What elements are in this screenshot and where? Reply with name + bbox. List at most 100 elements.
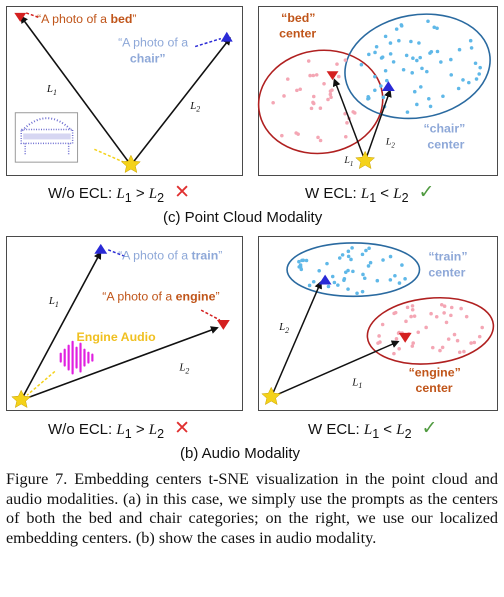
chair-cluster-point: [461, 78, 465, 82]
chair-cluster-point: [388, 41, 393, 45]
chair-cluster-point: [426, 19, 430, 24]
train-cluster-point: [368, 260, 373, 265]
engine-audio-label: Engine Audio: [77, 330, 157, 344]
train-cluster-point: [304, 258, 309, 263]
chair-center-label-line2: center: [427, 137, 464, 151]
caption-rhs-sub: 2: [157, 191, 165, 205]
train-cluster-point: [317, 269, 321, 273]
chair-cluster-point: [420, 66, 424, 71]
chair-cluster-point: [374, 44, 379, 49]
train-cluster-point: [342, 278, 346, 283]
train-cluster-point: [388, 278, 393, 282]
caption-op: >: [131, 185, 149, 202]
bed-cluster-point: [345, 121, 349, 125]
l1-label: L1: [46, 83, 57, 97]
chair-cluster-point: [410, 71, 414, 75]
arrow-l1: [332, 78, 366, 162]
engine-cluster-point: [440, 345, 445, 350]
arrow-l2: [20, 326, 219, 401]
train-cluster-point: [337, 256, 342, 260]
chair-cluster-point: [397, 38, 401, 43]
arrow-l2: [364, 89, 392, 162]
train-cluster-point: [388, 254, 393, 259]
train-cluster-point: [381, 258, 385, 262]
star-marker: [120, 154, 141, 174]
train-cluster-point: [360, 252, 365, 257]
red-triangle-marker: [14, 12, 27, 22]
chair-cluster-point: [405, 110, 410, 114]
caption-pointcloud-with-ecl: W ECL: L1 < L2 ✓: [305, 181, 434, 205]
engine-cluster-point: [380, 322, 385, 327]
chair-cluster-point: [404, 53, 409, 58]
engine-cluster-point: [472, 340, 477, 345]
train-center-label-line1: “train”: [428, 250, 467, 264]
chair-cluster-point: [359, 62, 364, 67]
caption-pointcloud-without-ecl: W/o ECL: L1 > L2 ✕: [48, 181, 190, 205]
star-marker: [11, 389, 32, 409]
bed-cluster-point: [336, 74, 341, 79]
arrow-l1: [20, 251, 102, 401]
train-cluster-point: [393, 273, 397, 278]
l2-label: L2: [385, 136, 396, 149]
chair-cluster-point: [439, 60, 443, 64]
train-cluster-point: [297, 259, 301, 264]
chair-cluster-point: [467, 80, 471, 85]
train-cluster-point: [297, 265, 301, 269]
chair-cluster-point: [415, 58, 419, 63]
chair-cluster-point: [401, 67, 406, 72]
engine-cluster-point: [452, 332, 457, 337]
train-cluster-point: [311, 280, 316, 284]
blue-triangle-marker: [220, 31, 233, 42]
chair-cluster-point: [373, 50, 377, 55]
train-cluster-point: [350, 246, 354, 250]
panel-audio-without-ecl: “A photo of a train” “A photo of a engin…: [6, 236, 243, 411]
caption-lhs: L: [116, 422, 125, 438]
bed-cluster-point: [282, 94, 286, 98]
chair-cluster-point: [474, 77, 479, 81]
caption-prefix: W ECL:: [308, 421, 364, 438]
chair-cluster-point: [373, 88, 377, 93]
figure-caption: Figure 7. Embedding centers t-SNE visual…: [6, 470, 498, 547]
chair-pointcloud-thumbnail: [14, 112, 79, 163]
caption-lhs: L: [116, 186, 125, 202]
l1-label: L1: [48, 295, 59, 309]
caption-prefix: W ECL:: [305, 185, 361, 202]
bed-cluster-point: [328, 92, 333, 97]
caption-op: <: [376, 185, 394, 202]
bed-cluster-point: [314, 73, 319, 77]
chair-cluster-point: [457, 47, 462, 52]
chair-center-label-line1: “chair”: [423, 122, 465, 136]
chair-cluster-point: [366, 95, 370, 99]
train-cluster-point: [343, 270, 348, 275]
engine-cluster-point: [469, 341, 473, 345]
engine-cluster-point: [438, 348, 442, 353]
diagram-audio-without-ecl: “A photo of a train” “A photo of a engin…: [11, 243, 230, 409]
bed-cluster-point: [308, 73, 312, 78]
train-center-label-line2: center: [428, 266, 465, 280]
star-marker: [355, 150, 376, 170]
check-icon: ✓: [421, 418, 438, 439]
bed-cluster-point: [318, 138, 323, 143]
diagram-audio-with-ecl: “train” center “engine” center L2 L1: [261, 242, 495, 406]
dashed-link-chair-star: [94, 148, 127, 164]
train-cluster-point: [330, 274, 335, 279]
bed-cluster-point: [311, 94, 316, 99]
bed-cluster-point: [271, 100, 275, 105]
bed-center-label-line1: “bed”: [281, 11, 315, 25]
bed-cluster-point: [329, 95, 333, 100]
engine-cluster-point: [377, 334, 381, 338]
bed-cluster-point: [298, 87, 303, 91]
dashed-link-chair: [194, 37, 222, 48]
chair-cluster-point: [427, 97, 431, 101]
chair-cluster-point: [367, 52, 371, 57]
audio-waveform-icon: [59, 340, 94, 375]
l1-label: L1: [351, 376, 362, 390]
train-cluster-point: [360, 289, 365, 294]
engine-cluster-point: [416, 330, 421, 335]
bed-cluster-point: [322, 82, 326, 86]
caption-op: >: [131, 421, 149, 438]
chair-cluster-point: [432, 25, 437, 30]
train-cluster-point: [397, 281, 402, 285]
train-cluster-point: [400, 263, 404, 267]
caption-rhs: L: [393, 186, 402, 202]
